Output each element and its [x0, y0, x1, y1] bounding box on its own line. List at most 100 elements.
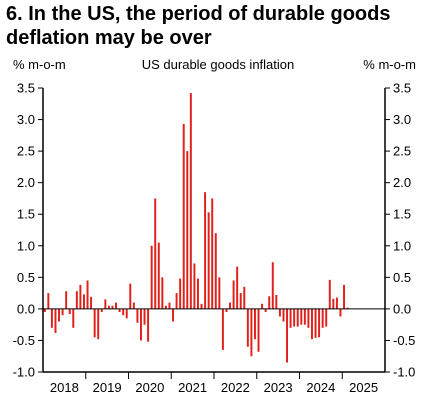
y-tick-label-right: -0.5: [393, 333, 415, 348]
bar: [54, 308, 57, 333]
bar: [343, 284, 346, 309]
bar: [86, 280, 89, 309]
bar: [250, 308, 253, 357]
bar: [293, 308, 296, 327]
bar: [90, 296, 93, 309]
y-tick-label-right: 3.0: [393, 112, 411, 127]
bar: [104, 299, 107, 309]
bar: [239, 293, 242, 309]
bar: [179, 278, 182, 309]
bar: [218, 277, 221, 309]
bar: [214, 233, 217, 309]
y-tick-label-right: 1.0: [393, 238, 411, 253]
bar: [75, 291, 78, 309]
x-tick-label: 2018: [50, 380, 79, 395]
bar: [204, 192, 207, 309]
y-tick-label-left: 1.5: [17, 207, 35, 222]
y-tick-label-right: 1.5: [393, 207, 411, 222]
bar: [211, 198, 214, 309]
bar: [147, 308, 150, 342]
bar: [139, 308, 142, 341]
bar: [175, 293, 178, 309]
bar: [47, 293, 50, 309]
bar: [335, 297, 338, 309]
y-tick-label-left: 0.5: [17, 270, 35, 285]
y-axis-label-left: % m-o-m: [13, 57, 66, 72]
bar: [97, 308, 100, 340]
bar: [278, 308, 281, 317]
bar: [43, 308, 46, 313]
chart-title: US durable goods inflation: [141, 57, 295, 72]
bar: [143, 308, 146, 325]
bar: [136, 308, 139, 323]
bar: [129, 283, 132, 309]
x-axis: 2018 2019 2020 2021 2022 2023 2024 2025: [50, 372, 378, 395]
bar: [125, 308, 128, 319]
y-tick-label-left: -1.0: [13, 365, 35, 380]
bar: [246, 308, 249, 347]
bar: [286, 308, 289, 363]
chart-headline: 6. In the US, the period of durable good…: [6, 3, 391, 49]
x-tick-label: 2025: [349, 380, 378, 395]
bar: [207, 212, 210, 309]
bar: [107, 305, 110, 309]
bar: [318, 308, 321, 338]
x-tick-label: 2020: [135, 380, 164, 395]
bar: [122, 308, 125, 316]
bar: [243, 286, 246, 309]
x-tick-label: 2022: [221, 380, 250, 395]
bar: [257, 308, 260, 352]
bar: [300, 308, 303, 325]
bar-series: [43, 93, 349, 363]
y-tick-label-right: 2.0: [393, 175, 411, 190]
y-tick-label-left: 2.5: [17, 144, 35, 159]
bar: [93, 308, 96, 338]
bar: [65, 291, 68, 309]
bar: [164, 305, 167, 309]
y-tick-label-right: -1.0: [393, 365, 415, 380]
bar: [346, 307, 349, 309]
bar: [196, 278, 199, 309]
y-tick-label-right: 2.5: [393, 144, 411, 159]
y-axis-label-right: % m-o-m: [363, 57, 416, 72]
bar: [115, 302, 118, 309]
bar: [282, 308, 285, 322]
y-tick-label-left: -0.5: [13, 333, 35, 348]
bar: [296, 308, 299, 327]
bar: [307, 308, 310, 328]
bar: [229, 302, 232, 309]
y-axis-left: 3.5 3.0 2.5 2.0 1.5 1.0 0.5 0.0 -0.5 -1.0: [13, 81, 43, 380]
bar: [236, 266, 239, 309]
bar: [271, 262, 274, 309]
y-tick-label-left: 3.0: [17, 112, 35, 127]
bar: [303, 308, 306, 325]
bar: [161, 277, 164, 309]
bar: [321, 308, 324, 328]
y-tick-label-right: 3.5: [393, 81, 411, 96]
bar: [150, 245, 153, 309]
bar: [310, 308, 313, 340]
y-tick-label-left: 2.0: [17, 175, 35, 190]
bar: [79, 284, 82, 309]
x-tick-label: 2019: [93, 380, 122, 395]
bar: [314, 308, 317, 338]
bar: [275, 295, 278, 309]
y-tick-label-left: 3.5: [17, 81, 35, 96]
bar: [200, 303, 203, 309]
bar: [61, 308, 64, 316]
bar: [157, 242, 160, 309]
bar: [186, 151, 189, 309]
bar: [50, 308, 53, 328]
bar: [154, 198, 157, 309]
bar: [221, 308, 224, 350]
bar: [332, 298, 335, 309]
bar: [68, 308, 71, 314]
bar: [172, 308, 175, 322]
x-tick-label: 2021: [178, 380, 207, 395]
bar: [232, 280, 235, 309]
bar: [225, 308, 228, 313]
bar: [82, 294, 85, 309]
bar: [168, 302, 171, 309]
y-tick-label-right: 0.5: [393, 270, 411, 285]
